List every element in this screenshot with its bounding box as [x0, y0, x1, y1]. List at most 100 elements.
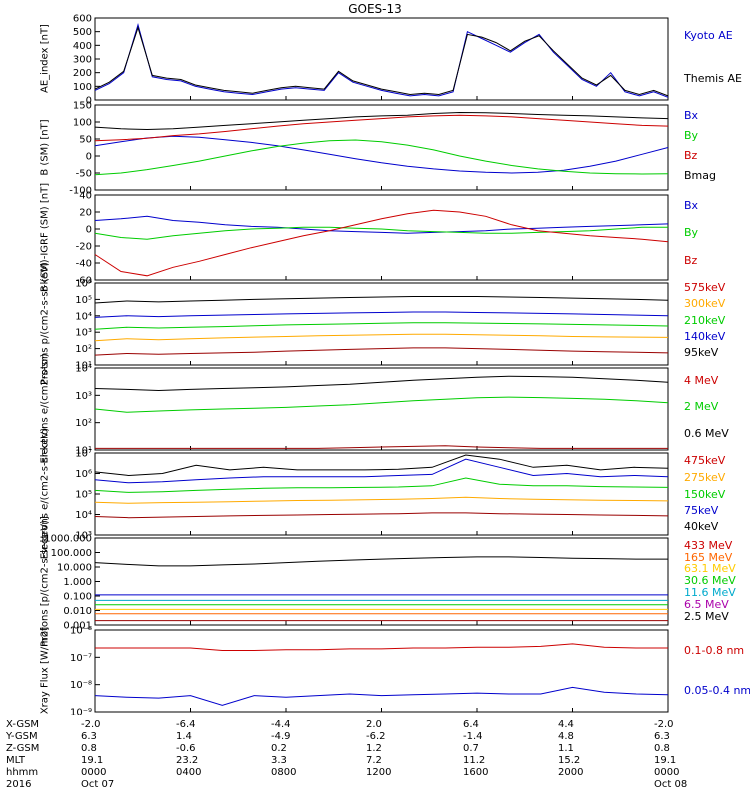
legend-label: Bx — [684, 109, 699, 122]
y-tick-label: 10³ — [75, 328, 92, 339]
footer-value: 2000 — [558, 767, 584, 778]
series-line-2-1 — [94, 135, 669, 174]
footer-value: 3.3 — [271, 755, 287, 766]
series-line-1-1 — [94, 22, 669, 98]
series-line-5-3 — [95, 445, 668, 449]
legend-label: Bmag — [684, 169, 716, 182]
y-tick-label: 10⁴ — [75, 510, 92, 521]
footer-value: 0.8 — [654, 743, 670, 754]
panel-frame — [94, 452, 669, 536]
footer-row-label: MLT — [6, 755, 25, 766]
footer-value: Oct 08 — [654, 779, 688, 790]
footer-value: 0000 — [654, 767, 680, 778]
legend-label: Bz — [684, 254, 698, 267]
legend-label: 300keV — [684, 297, 726, 310]
legend-label: 475keV — [684, 454, 726, 467]
footer-value: -2.0 — [81, 719, 101, 730]
legend-label: 0.05-0.4 nm — [684, 684, 750, 697]
y-tick-label: 500 — [73, 27, 92, 38]
panel-frame — [94, 629, 669, 713]
y-tick-label: 10¹ — [75, 361, 92, 372]
y-tick-label: 0.010 — [63, 606, 92, 617]
panel-2: 150 100 50 0 -50 -100 — [69, 101, 669, 197]
footer-value: 1600 — [463, 767, 489, 778]
series-line-2-2 — [94, 139, 669, 176]
panel-1: 600 500 400 300 200 100 0 — [73, 14, 669, 107]
y-tick-label: 10.000 — [57, 563, 92, 574]
y-tick-label: 10⁷ — [75, 449, 92, 460]
footer-row-label: Y-GSM — [6, 731, 38, 742]
y-tick-label: 10⁵ — [75, 490, 92, 501]
y-tick-label: -100 — [69, 186, 92, 197]
footer-row-label: hhmm — [6, 767, 39, 778]
footer-value: 0000 — [81, 767, 107, 778]
series-line-2-4 — [94, 111, 669, 131]
footer-value: 0.8 — [81, 743, 97, 754]
footer-value: 6.3 — [81, 731, 97, 742]
y-tick-label: 100 — [73, 82, 92, 93]
footer-value: 15.2 — [558, 755, 581, 766]
legend-label: 165 MeV — [684, 551, 733, 564]
footer-row: Z-GSM 0.8 -0.6 0.2 1.2 0.7 1.1 0.8 — [0, 743, 750, 755]
series-line-8-1 — [95, 643, 668, 651]
footer-value: 11.2 — [463, 755, 486, 766]
footer-row: Y-GSM 6.3 1.4 -4.9 -6.2 -1.4 4.8 6.3 — [0, 731, 750, 743]
y-tick-label: 10⁴ — [75, 364, 92, 375]
y-tick-label: 10⁶ — [75, 469, 92, 480]
y-tick-label: 40 — [79, 191, 92, 202]
y-tick-label: 10³ — [75, 391, 92, 402]
legend-label: Kyoto AE — [684, 29, 733, 42]
y-tick-label: 100.000 — [51, 548, 92, 559]
legend-label: 150keV — [684, 488, 726, 501]
y-tick-label: 10⁻⁸ — [70, 626, 92, 637]
y-tick-label: 0.001 — [63, 621, 92, 632]
legend-label: Bx — [684, 199, 699, 212]
legend-label: By — [684, 226, 699, 239]
panel-7: 1000.000 100.000 10.000 1.000 0.100 0.010 0.00… — [44, 534, 669, 632]
y-tick-label: 10¹ — [75, 446, 92, 457]
panel-3: 40 20 0 -20 -40 -60 — [76, 191, 669, 287]
legend-label: 30.6 MeV — [684, 574, 736, 587]
y-tick-label: 10⁶ — [75, 279, 92, 290]
y-tick-label: 50 — [79, 135, 92, 146]
footer-row: X-GSM -2.0 -6.4 -4.4 2.0 6.4 4.4 -2.0 — [0, 719, 750, 731]
footer-value: 0.7 — [463, 743, 479, 754]
footer-row-label: Z-GSM — [6, 743, 40, 754]
panel-frame — [94, 282, 669, 366]
legend-label: 6.5 MeV — [684, 598, 729, 611]
y-tick-label: 400 — [73, 41, 92, 52]
footer-row-label: X-GSM — [6, 719, 40, 730]
series-line-3-2 — [94, 226, 668, 240]
series-line-3-3 — [94, 209, 669, 277]
legend-label: 575keV — [684, 281, 726, 294]
panel-frame — [94, 537, 669, 626]
footer-value: -4.4 — [271, 719, 291, 730]
series-line-4-3 — [94, 322, 669, 330]
series-line-4-1 — [94, 296, 669, 304]
legend-label: 140keV — [684, 330, 726, 343]
series-line-6-1 — [94, 454, 669, 477]
footer-value: Oct 07 — [81, 779, 115, 790]
y-tick-label: 10⁻⁸ — [70, 680, 92, 691]
y-tick-label: 20 — [79, 208, 92, 219]
series-line-4-5 — [94, 347, 669, 356]
orbit-footer: X-GSM -2.0 -6.4 -4.4 2.0 6.4 4.4 -2.0 Y-GSM 6.3 1.… — [0, 715, 750, 797]
footer-value: -6.2 — [366, 731, 386, 742]
panel-6: 10⁷ 10⁶ 10⁵ 10⁴ 10³ — [75, 449, 669, 542]
y-tick-label: 200 — [73, 68, 92, 79]
y-tick-label: 300 — [73, 55, 92, 66]
legend-label: 0.1-0.8 nm — [684, 644, 745, 657]
panel-frame — [94, 194, 669, 281]
footer-row: hhmm 0000 0400 0800 1200 1600 2000 0000 — [0, 767, 750, 779]
y-tick-label: 10⁻⁷ — [70, 653, 92, 664]
series-line-6-2 — [94, 458, 669, 484]
legend-label: 2.5 MeV — [684, 610, 729, 623]
series-line-4-2 — [94, 311, 669, 318]
y-tick-label: 10³ — [75, 531, 92, 542]
footer-value: 1200 — [366, 767, 392, 778]
y-tick-label: 0.100 — [63, 592, 92, 603]
series-line-5-1 — [94, 375, 669, 392]
legend-label: 11.6 MeV — [684, 586, 736, 599]
y-tick-label: -60 — [76, 276, 92, 287]
legend-label: 63.1 MeV — [684, 562, 736, 575]
